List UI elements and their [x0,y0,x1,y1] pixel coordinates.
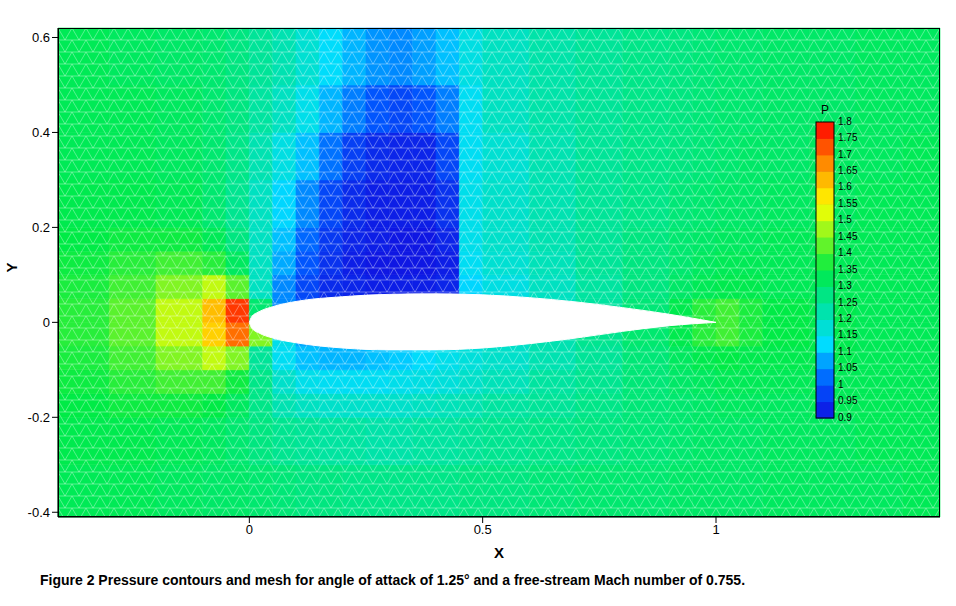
svg-text:1.5: 1.5 [838,214,852,225]
svg-text:1.45: 1.45 [838,231,858,242]
svg-text:1.4: 1.4 [838,247,852,258]
svg-text:1.3: 1.3 [838,280,852,291]
svg-text:P: P [821,103,829,117]
svg-text:1.2: 1.2 [838,313,852,324]
svg-text:1.05: 1.05 [838,362,858,373]
svg-text:0.6: 0.6 [32,30,50,45]
svg-text:Y: Y [3,262,20,272]
svg-text:1: 1 [838,379,844,390]
svg-text:1.75: 1.75 [838,132,858,143]
svg-text:0: 0 [246,522,253,537]
svg-text:1.25: 1.25 [838,297,858,308]
svg-text:1.7: 1.7 [838,149,852,160]
svg-text:-0.2: -0.2 [28,410,50,425]
svg-text:0.9: 0.9 [838,412,852,423]
svg-text:1.65: 1.65 [838,165,858,176]
html-text:Figure 2 Pressure contours and: Figure 2 Pressure contours and mesh for … [40,572,745,588]
svg-text:1.55: 1.55 [838,198,858,209]
svg-text:-0.4: -0.4 [28,505,50,520]
svg-text:X: X [494,544,504,560]
svg-text:1.6: 1.6 [838,181,852,192]
svg-text:1.8: 1.8 [838,116,852,127]
svg-text:0.2: 0.2 [32,220,50,235]
svg-text:0: 0 [43,315,50,330]
svg-text:1.35: 1.35 [838,264,858,275]
svg-text:0.5: 0.5 [474,522,492,537]
svg-text:1: 1 [712,522,719,537]
svg-text:0.95: 0.95 [838,395,858,406]
svg-text:1.15: 1.15 [838,329,858,340]
svg-text:0.4: 0.4 [32,125,50,140]
svg-text:1.1: 1.1 [838,346,852,357]
